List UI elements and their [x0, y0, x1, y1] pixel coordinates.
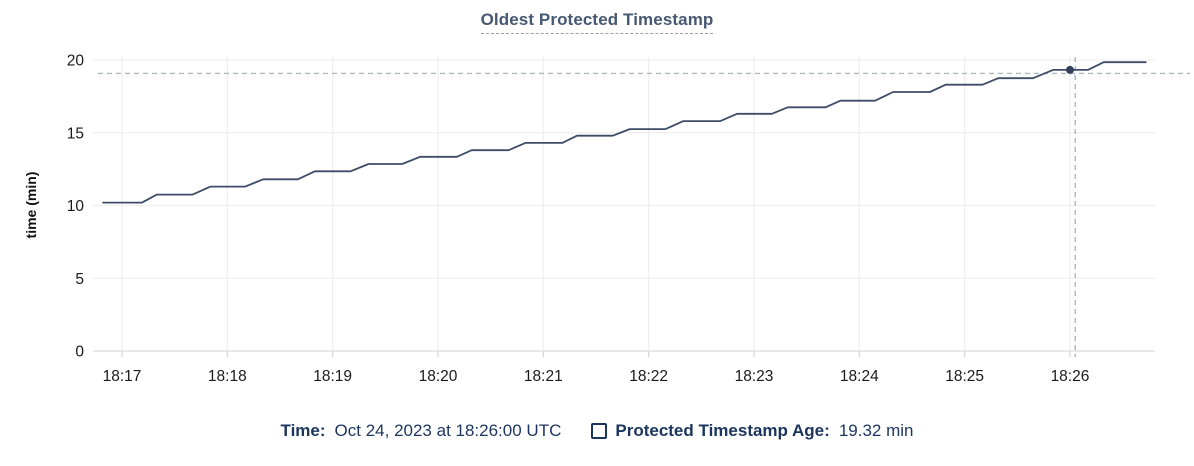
y-tick-label: 5 [75, 271, 84, 288]
y-tick-label: 20 [67, 53, 85, 70]
hovered-point-dot [1065, 65, 1074, 74]
y-tick-label: 15 [67, 125, 84, 142]
y-tick-label: 0 [75, 344, 84, 361]
legend-bar: Time: Oct 24, 2023 at 18:26:00 UTC Prote… [0, 421, 1194, 441]
x-tick-label: 18:18 [208, 368, 247, 385]
x-tick-label: 18:19 [313, 368, 352, 385]
x-tick-label: 18:21 [524, 368, 563, 385]
legend-time-label: Time: [280, 421, 326, 440]
x-tick-label: 18:20 [419, 368, 458, 385]
chart-title-row: Oldest Protected Timestamp [0, 10, 1194, 34]
x-tick-label: 18:26 [1051, 368, 1090, 385]
y-tick-label: 10 [67, 198, 85, 215]
legend-series-value: 19.32 min [838, 421, 914, 440]
protected-timestamp-age-line [102, 61, 1147, 204]
checkbox-unchecked-icon[interactable] [591, 423, 608, 439]
legend-series-label: Protected Timestamp Age: [615, 421, 830, 440]
x-tick-label: 18:22 [629, 368, 668, 385]
legend-time-value: Oct 24, 2023 at 18:26:00 UTC [334, 421, 562, 440]
x-tick-label: 18:17 [103, 368, 142, 385]
x-tick-label: 18:25 [945, 368, 984, 385]
x-tick-label: 18:24 [840, 368, 879, 385]
chart-title[interactable]: Oldest Protected Timestamp [480, 10, 714, 34]
x-tick-label: 18:23 [735, 368, 774, 385]
